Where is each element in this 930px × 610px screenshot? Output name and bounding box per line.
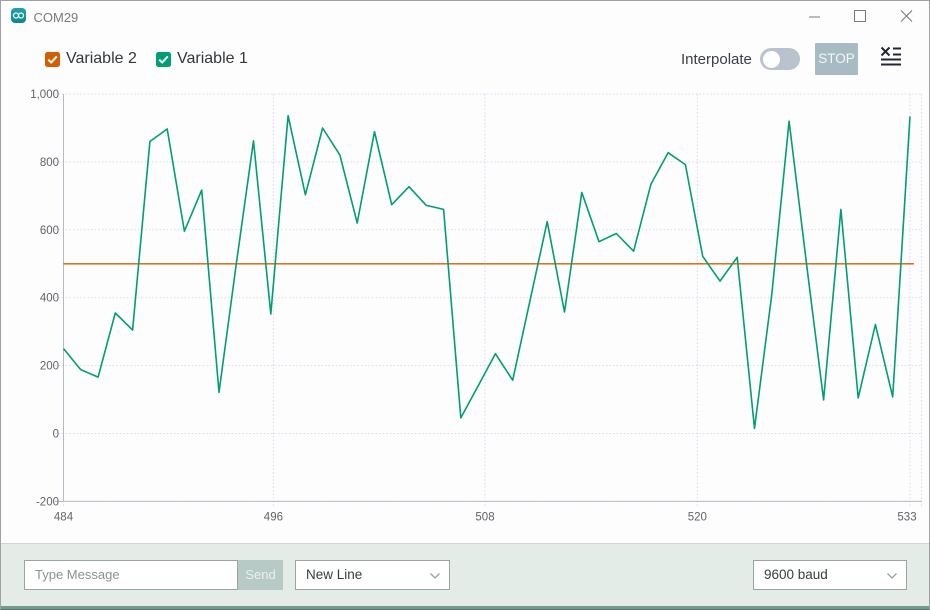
svg-text:-200: -200 [36, 496, 59, 508]
svg-text:533: 533 [897, 512, 916, 524]
svg-text:508: 508 [475, 512, 494, 524]
svg-text:400: 400 [40, 293, 59, 305]
svg-text:484: 484 [54, 512, 74, 524]
svg-text:496: 496 [264, 512, 283, 524]
svg-text:600: 600 [40, 225, 59, 237]
svg-text:800: 800 [40, 157, 59, 169]
svg-text:520: 520 [688, 512, 707, 524]
svg-text:200: 200 [40, 361, 59, 373]
svg-text:1,000: 1,000 [30, 89, 59, 101]
svg-text:0: 0 [53, 429, 59, 441]
